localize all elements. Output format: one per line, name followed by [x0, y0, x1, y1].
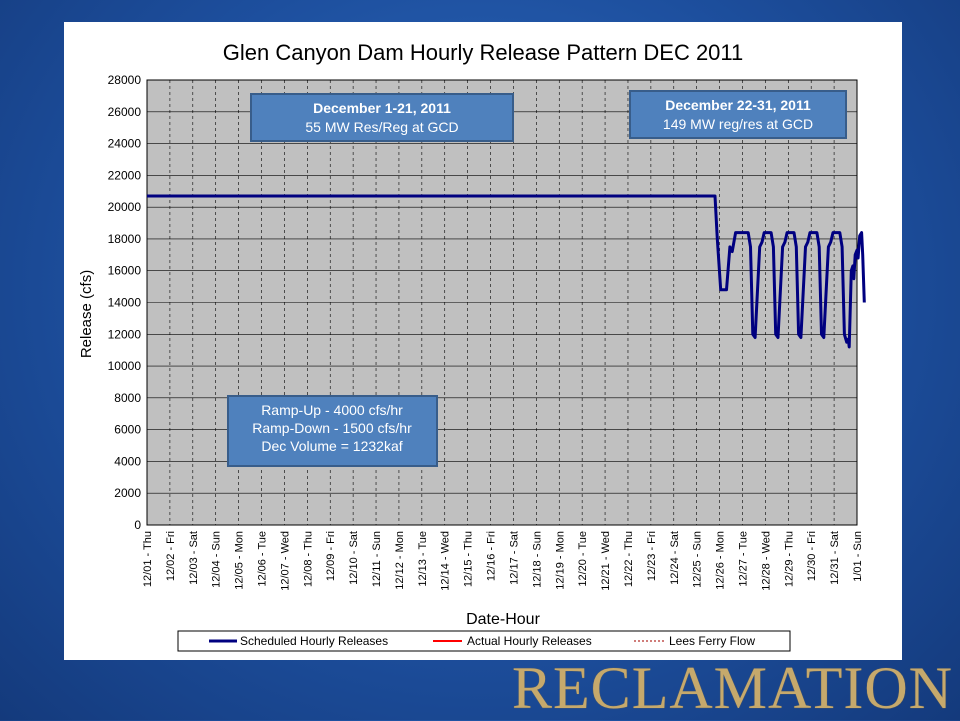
x-tick-label: 12/15 - Thu: [463, 531, 475, 587]
x-tick-label: 12/05 - Mon: [234, 531, 246, 590]
y-tick-label: 8000: [114, 391, 141, 405]
x-tick-label: 12/04 - Sun: [211, 531, 223, 588]
x-tick-label: 12/08 - Thu: [302, 531, 314, 587]
y-tick-label: 10000: [108, 359, 142, 373]
x-tick-label: 12/17 - Sat: [508, 531, 520, 585]
y-tick-label: 6000: [114, 423, 141, 437]
x-tick-label: 12/27 - Tue: [737, 531, 749, 587]
x-axis-label: Date-Hour: [466, 611, 540, 628]
x-tick-label: 1/01 - Sun: [852, 531, 864, 582]
x-tick-label: 12/01 - Thu: [142, 531, 154, 587]
chart-title: Glen Canyon Dam Hourly Release Pattern D…: [223, 40, 744, 65]
grid-lines: [147, 80, 857, 525]
y-tick-label: 24000: [108, 137, 142, 151]
x-tick-label: 12/10 - Sat: [348, 531, 360, 585]
x-tick-label: 12/25 - Sun: [692, 531, 704, 588]
series-layer: [147, 194, 866, 349]
y-tick-label: 22000: [108, 168, 142, 182]
legend-item: Actual Hourly Releases: [467, 634, 592, 648]
y-tick-label: 18000: [108, 232, 142, 246]
x-tick-label: 12/19 - Mon: [554, 531, 566, 590]
annotation-line: 149 MW reg/res at GCD: [663, 116, 813, 132]
annotation-box-dec1-21: December 1-21, 2011 55 MW Res/Reg at GCD: [250, 93, 514, 142]
legend-item: Lees Ferry Flow: [669, 634, 755, 648]
annotation-box-ramp: Ramp-Up - 4000 cfs/hr Ramp-Down - 1500 c…: [227, 395, 438, 467]
slide-panel: Glen Canyon Dam Hourly Release Pattern D…: [64, 22, 902, 660]
x-tick-label: 12/07 - Wed: [279, 531, 291, 591]
y-tick-label: 16000: [108, 264, 142, 278]
x-axis-ticks: 12/01 - Thu 12/02 - Fri 12/03 - Sat 12/04 -…: [142, 531, 864, 591]
x-tick-label: 12/29 - Thu: [783, 531, 795, 587]
annotation-line: December 22-31, 2011: [665, 97, 811, 113]
y-tick-label: 0: [134, 518, 141, 532]
x-tick-label: 12/09 - Fri: [325, 531, 337, 581]
y-tick-label: 2000: [114, 486, 141, 500]
y-tick-label: 20000: [108, 200, 142, 214]
annotation-line: December 1-21, 2011: [313, 100, 451, 116]
y-tick-label: 12000: [108, 327, 142, 341]
x-tick-label: 12/22 - Thu: [623, 531, 635, 587]
legend-item: Scheduled Hourly Releases: [240, 634, 388, 648]
x-tick-label: 12/14 - Wed: [440, 531, 452, 591]
x-tick-label: 12/03 - Sat: [188, 531, 200, 585]
reclamation-logo: RECLAMATION: [512, 655, 953, 721]
annotation-box-dec22-31: December 22-31, 2011 149 MW reg/res at G…: [629, 90, 847, 139]
y-tick-label: 28000: [108, 73, 142, 87]
x-tick-label: 12/21 - Wed: [600, 531, 612, 591]
x-tick-label: 12/24 - Sat: [669, 531, 681, 585]
x-tick-label: 12/30 - Fri: [806, 531, 818, 581]
chart: Glen Canyon Dam Hourly Release Pattern D…: [78, 40, 866, 652]
x-tick-label: 12/23 - Fri: [646, 531, 658, 581]
x-tick-label: 12/06 - Tue: [257, 531, 269, 587]
annotation-line: Dec Volume = 1232kaf: [261, 438, 402, 454]
x-tick-label: 12/13 - Tue: [417, 531, 429, 587]
annotation-line: 55 MW Res/Reg at GCD: [305, 119, 458, 135]
x-tick-label: 12/02 - Fri: [165, 531, 177, 581]
x-tick-label: 12/18 - Sun: [531, 531, 543, 588]
annotation-line: Ramp-Up - 4000 cfs/hr: [261, 402, 403, 418]
x-tick-label: 12/26 - Mon: [715, 531, 727, 590]
y-tick-label: 14000: [108, 296, 142, 310]
legend: Scheduled Hourly Releases Actual Hourly …: [177, 630, 791, 652]
y-tick-label: 26000: [108, 105, 142, 119]
x-tick-label: 12/20 - Tue: [577, 531, 589, 587]
series-line-scheduled: [147, 194, 866, 349]
x-tick-label: 12/28 - Wed: [760, 531, 772, 591]
annotation-line: Ramp-Down - 1500 cfs/hr: [252, 420, 412, 436]
x-tick-label: 12/16 - Fri: [486, 531, 498, 581]
y-axis-ticks: 0 2000 4000 6000 8000 10000 12000 14000 16000 180…: [108, 73, 142, 532]
y-axis-label: Release (cfs): [78, 270, 95, 358]
x-tick-label: 12/12 - Mon: [394, 531, 406, 590]
x-tick-label: 12/11 - Sun: [371, 531, 383, 587]
x-tick-label: 12/31 - Sat: [829, 531, 841, 585]
y-tick-label: 4000: [114, 454, 141, 468]
